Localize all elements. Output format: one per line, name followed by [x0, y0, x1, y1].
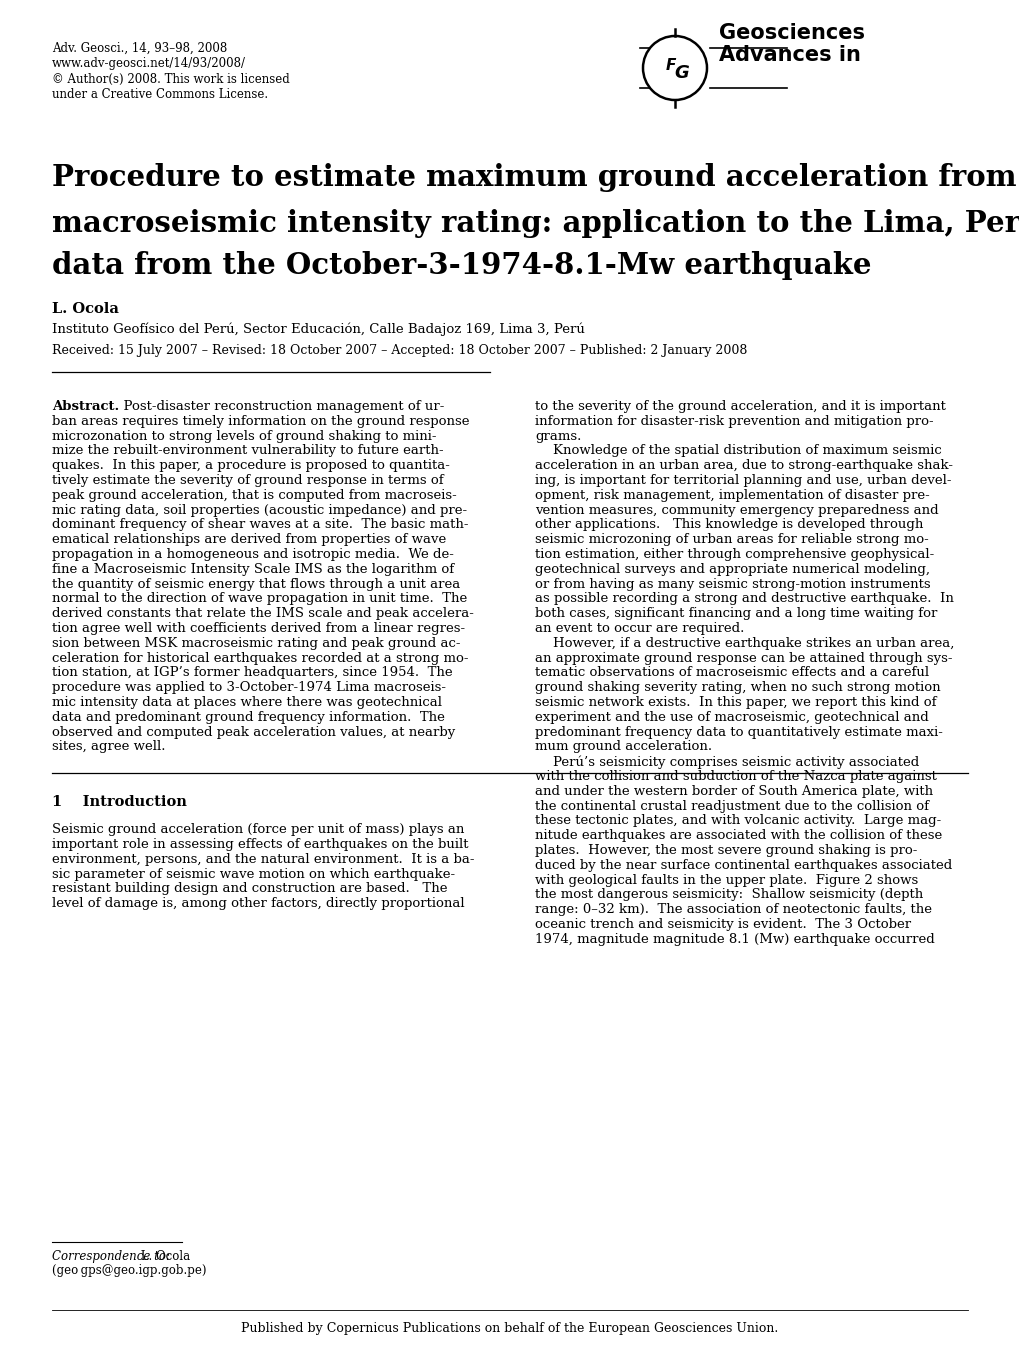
- Text: L. Ocola: L. Ocola: [137, 1250, 190, 1263]
- Text: tion estimation, either through comprehensive geophysical-: tion estimation, either through comprehe…: [535, 547, 933, 561]
- Text: data from the October-3-1974-8.1-Mw earthquake: data from the October-3-1974-8.1-Mw eart…: [52, 252, 870, 280]
- Text: Geosciences: Geosciences: [718, 23, 864, 43]
- Text: as possible recording a strong and destructive earthquake.  In: as possible recording a strong and destr…: [535, 592, 953, 605]
- Text: an approximate ground response can be attained through sys-: an approximate ground response can be at…: [535, 651, 952, 664]
- Text: seismic network exists.  In this paper, we report this kind of: seismic network exists. In this paper, w…: [535, 695, 935, 709]
- Text: Advances in: Advances in: [718, 44, 860, 65]
- Text: geotechnical surveys and appropriate numerical modeling,: geotechnical surveys and appropriate num…: [535, 562, 929, 576]
- Text: Seismic ground acceleration (force per unit of mass) plays an: Seismic ground acceleration (force per u…: [52, 823, 464, 837]
- Text: opment, risk management, implementation of disaster pre-: opment, risk management, implementation …: [535, 488, 929, 502]
- Text: ing, is important for territorial planning and use, urban devel-: ing, is important for territorial planni…: [535, 473, 951, 487]
- Text: sites, agree well.: sites, agree well.: [52, 740, 165, 753]
- Text: microzonation to strong levels of ground shaking to mini-: microzonation to strong levels of ground…: [52, 429, 436, 443]
- Text: with geological faults in the upper plate.  Figure 2 shows: with geological faults in the upper plat…: [535, 874, 917, 886]
- Text: the continental crustal readjustment due to the collision of: the continental crustal readjustment due…: [535, 799, 928, 812]
- Text: observed and computed peak acceleration values, at nearby: observed and computed peak acceleration …: [52, 725, 454, 738]
- Text: Post-disaster reconstruction management of ur-: Post-disaster reconstruction management …: [115, 399, 444, 413]
- Text: sion between MSK macroseismic rating and peak ground ac-: sion between MSK macroseismic rating and…: [52, 636, 460, 650]
- Text: seismic microzoning of urban areas for reliable strong mo-: seismic microzoning of urban areas for r…: [535, 533, 928, 546]
- Text: fine a Macroseismic Intensity Scale IMS as the logarithm of: fine a Macroseismic Intensity Scale IMS …: [52, 562, 453, 576]
- Text: acceleration in an urban area, due to strong-earthquake shak-: acceleration in an urban area, due to st…: [535, 459, 952, 472]
- Text: ematical relationships are derived from properties of wave: ematical relationships are derived from …: [52, 533, 446, 546]
- Text: Abstract.: Abstract.: [52, 399, 119, 413]
- Text: tion agree well with coefficients derived from a linear regres-: tion agree well with coefficients derive…: [52, 621, 465, 635]
- Text: with the collision and subduction of the Nazca plate against: with the collision and subduction of the…: [535, 769, 936, 783]
- Text: Correspondence to:: Correspondence to:: [52, 1250, 170, 1263]
- Text: derived constants that relate the IMS scale and peak accelera-: derived constants that relate the IMS sc…: [52, 607, 474, 620]
- Text: Knowledge of the spatial distribution of maximum seismic: Knowledge of the spatial distribution of…: [552, 444, 941, 457]
- Text: environment, persons, and the natural environment.  It is a ba-: environment, persons, and the natural en…: [52, 853, 474, 866]
- Text: ground shaking severity rating, when no such strong motion: ground shaking severity rating, when no …: [535, 681, 940, 694]
- Text: Adv. Geosci., 14, 93–98, 2008: Adv. Geosci., 14, 93–98, 2008: [52, 42, 227, 55]
- Text: Procedure to estimate maximum ground acceleration from: Procedure to estimate maximum ground acc…: [52, 163, 1016, 192]
- Text: the most dangerous seismicity:  Shallow seismicity (depth: the most dangerous seismicity: Shallow s…: [535, 889, 922, 901]
- Text: data and predominant ground frequency information.  The: data and predominant ground frequency in…: [52, 710, 444, 724]
- Text: oceanic trench and seismicity is evident.  The 3 October: oceanic trench and seismicity is evident…: [535, 919, 910, 931]
- Text: tively estimate the severity of ground response in terms of: tively estimate the severity of ground r…: [52, 473, 443, 487]
- Text: important role in assessing effects of earthquakes on the built: important role in assessing effects of e…: [52, 838, 468, 851]
- Text: sic parameter of seismic wave motion on which earthquake-: sic parameter of seismic wave motion on …: [52, 868, 454, 881]
- Text: mic rating data, soil properties (acoustic impedance) and pre-: mic rating data, soil properties (acoust…: [52, 503, 467, 516]
- Text: other applications.   This knowledge is developed through: other applications. This knowledge is de…: [535, 518, 922, 531]
- Text: both cases, significant financing and a long time waiting for: both cases, significant financing and a …: [535, 607, 936, 620]
- Text: peak ground acceleration, that is computed from macroseis-: peak ground acceleration, that is comput…: [52, 488, 457, 502]
- Text: dominant frequency of shear waves at a site.  The basic math-: dominant frequency of shear waves at a s…: [52, 518, 468, 531]
- Text: predominant frequency data to quantitatively estimate maxi-: predominant frequency data to quantitati…: [535, 725, 942, 738]
- Text: vention measures, community emergency preparedness and: vention measures, community emergency pr…: [535, 503, 937, 516]
- Text: experiment and the use of macroseismic, geotechnical and: experiment and the use of macroseismic, …: [535, 710, 928, 724]
- Text: Instituto Geofísico del Perú, Sector Educación, Calle Badajoz 169, Lima 3, Perú: Instituto Geofísico del Perú, Sector Edu…: [52, 321, 584, 335]
- Text: grams.: grams.: [535, 429, 581, 443]
- Text: L. Ocola: L. Ocola: [52, 303, 119, 316]
- Text: resistant building design and construction are based.   The: resistant building design and constructi…: [52, 882, 447, 896]
- Text: Perú’s seismicity comprises seismic activity associated: Perú’s seismicity comprises seismic acti…: [552, 755, 918, 769]
- Text: or from having as many seismic strong-motion instruments: or from having as many seismic strong-mo…: [535, 577, 929, 590]
- Text: range: 0–32 km).  The association of neotectonic faults, the: range: 0–32 km). The association of neot…: [535, 904, 931, 916]
- Text: ban areas requires timely information on the ground response: ban areas requires timely information on…: [52, 414, 469, 428]
- Text: G: G: [674, 65, 689, 82]
- Text: nitude earthquakes are associated with the collision of these: nitude earthquakes are associated with t…: [535, 830, 942, 842]
- Text: to the severity of the ground acceleration, and it is important: to the severity of the ground accelerati…: [535, 399, 945, 413]
- Text: these tectonic plates, and with volcanic activity.  Large mag-: these tectonic plates, and with volcanic…: [535, 815, 941, 827]
- Text: celeration for historical earthquakes recorded at a strong mo-: celeration for historical earthquakes re…: [52, 651, 468, 664]
- Text: mic intensity data at places where there was geotechnical: mic intensity data at places where there…: [52, 695, 441, 709]
- Text: normal to the direction of wave propagation in unit time.  The: normal to the direction of wave propagat…: [52, 592, 467, 605]
- Text: propagation in a homogeneous and isotropic media.  We de-: propagation in a homogeneous and isotrop…: [52, 547, 453, 561]
- Text: mum ground acceleration.: mum ground acceleration.: [535, 740, 711, 753]
- Text: mize the rebuilt-environment vulnerability to future earth-: mize the rebuilt-environment vulnerabili…: [52, 444, 443, 457]
- Text: F: F: [665, 58, 676, 73]
- Text: However, if a destructive earthquake strikes an urban area,: However, if a destructive earthquake str…: [552, 636, 954, 650]
- Text: the quantity of seismic energy that flows through a unit area: the quantity of seismic energy that flow…: [52, 577, 460, 590]
- Text: quakes.  In this paper, a procedure is proposed to quantita-: quakes. In this paper, a procedure is pr…: [52, 459, 449, 472]
- Text: level of damage is, among other factors, directly proportional: level of damage is, among other factors,…: [52, 897, 465, 911]
- Text: (geo gps@geo.igp.gob.pe): (geo gps@geo.igp.gob.pe): [52, 1264, 206, 1276]
- Text: under a Creative Commons License.: under a Creative Commons License.: [52, 89, 268, 101]
- Text: www.adv-geosci.net/14/93/2008/: www.adv-geosci.net/14/93/2008/: [52, 58, 246, 70]
- Text: procedure was applied to 3-October-1974 Lima macroseis-: procedure was applied to 3-October-1974 …: [52, 681, 445, 694]
- Text: an event to occur are required.: an event to occur are required.: [535, 621, 744, 635]
- Text: and under the western border of South America plate, with: and under the western border of South Am…: [535, 784, 932, 798]
- Text: duced by the near surface continental earthquakes associated: duced by the near surface continental ea…: [535, 859, 952, 872]
- Text: plates.  However, the most severe ground shaking is pro-: plates. However, the most severe ground …: [535, 845, 916, 857]
- Text: tion station, at IGP’s former headquarters, since 1954.  The: tion station, at IGP’s former headquarte…: [52, 666, 452, 679]
- Text: information for disaster-risk prevention and mitigation pro-: information for disaster-risk prevention…: [535, 414, 932, 428]
- Text: Received: 15 July 2007 – Revised: 18 October 2007 – Accepted: 18 October 2007 – : Received: 15 July 2007 – Revised: 18 Oct…: [52, 344, 747, 356]
- Text: 1974, magnitude magnitude 8.1 (Mw) earthquake occurred: 1974, magnitude magnitude 8.1 (Mw) earth…: [535, 933, 933, 946]
- Text: tematic observations of macroseismic effects and a careful: tematic observations of macroseismic eff…: [535, 666, 928, 679]
- Text: 1    Introduction: 1 Introduction: [52, 795, 186, 810]
- Text: © Author(s) 2008. This work is licensed: © Author(s) 2008. This work is licensed: [52, 73, 289, 86]
- Text: macroseismic intensity rating: application to the Lima, Perú: macroseismic intensity rating: applicati…: [52, 207, 1019, 238]
- Text: Published by Copernicus Publications on behalf of the European Geosciences Union: Published by Copernicus Publications on …: [242, 1322, 777, 1336]
